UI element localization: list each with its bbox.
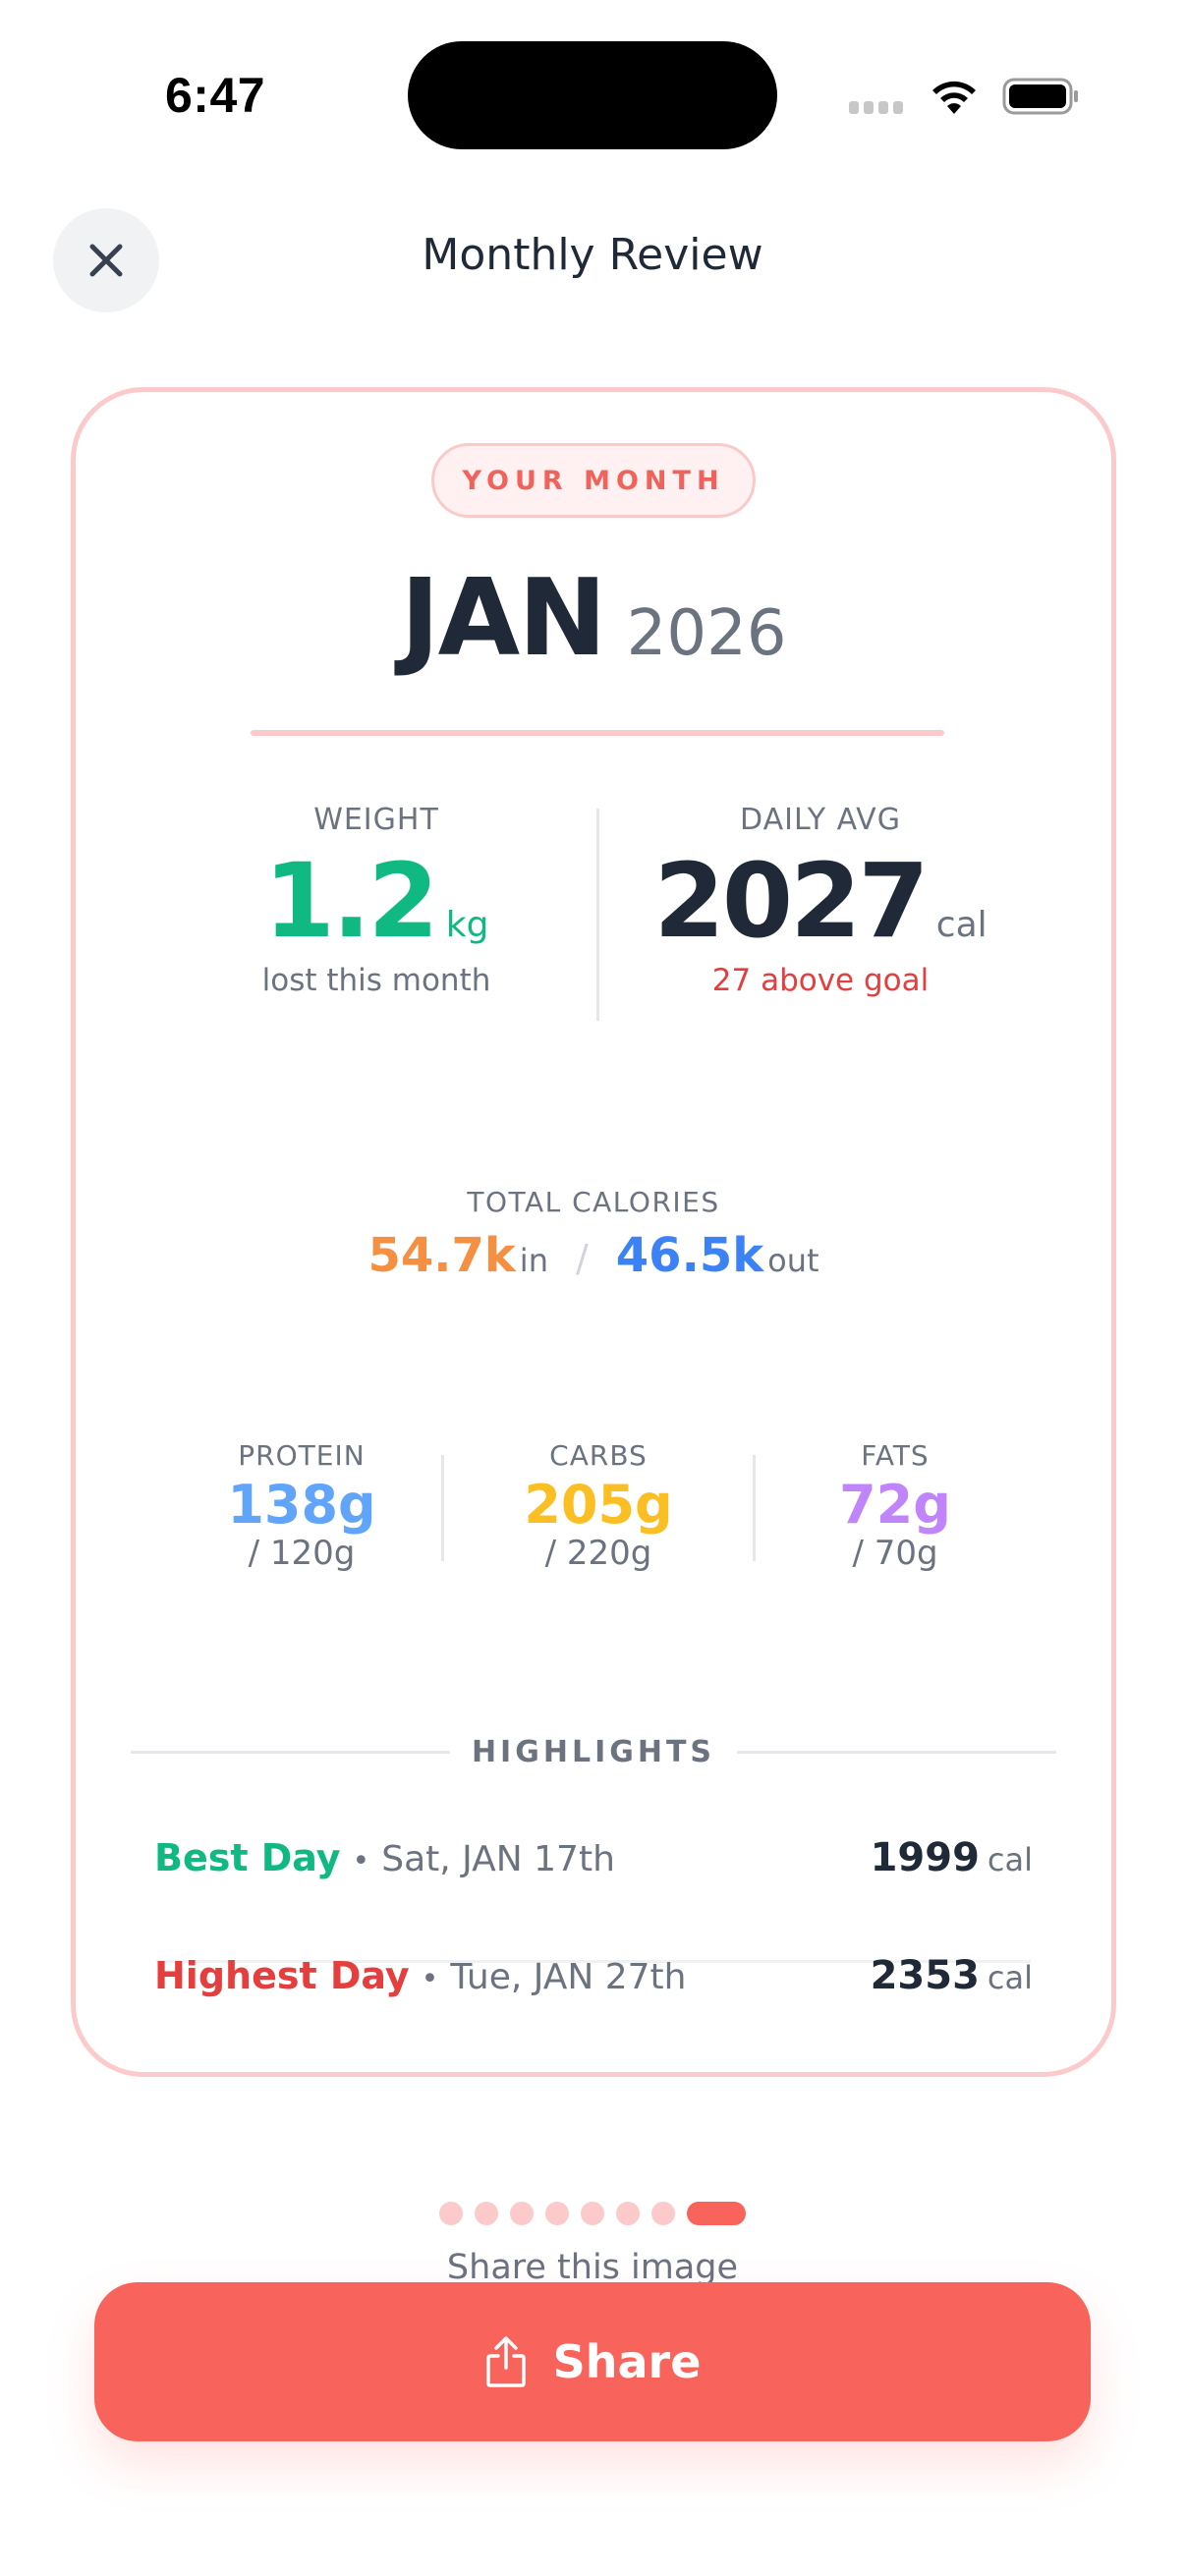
page-dot[interactable] xyxy=(475,2202,498,2225)
highlight-unit: cal xyxy=(987,1841,1033,1878)
macro-goal: / 220g xyxy=(544,1534,652,1574)
share-button[interactable]: Share xyxy=(94,2282,1091,2441)
bullet-separator: • xyxy=(421,1962,439,1996)
page-dot[interactable] xyxy=(651,2202,675,2225)
page-title: Monthly Review xyxy=(422,230,763,280)
page-dot[interactable] xyxy=(510,2202,534,2225)
dynamic-island xyxy=(408,41,777,149)
highlight-best-day: Best Day • Sat, JAN 17th 1999 cal xyxy=(154,1819,1033,1897)
highlight-date: Tue, JAN 27th xyxy=(450,1957,687,1997)
battery-icon xyxy=(1002,78,1078,115)
macro-goal: / 120g xyxy=(248,1534,356,1574)
weight-value: 1.2 xyxy=(263,841,439,961)
status-time: 6:47 xyxy=(165,68,266,123)
summary-stats: WEIGHT 1.2 kg lost this month DAILY AVG … xyxy=(76,803,1111,1019)
macro-divider xyxy=(753,1455,756,1561)
daily-avg-unit: cal xyxy=(935,905,988,945)
weight-stat: WEIGHT 1.2 kg lost this month xyxy=(170,803,583,998)
daily-avg-label: DAILY AVG xyxy=(740,803,901,837)
page-dot-active[interactable] xyxy=(687,2202,746,2225)
cellular-signal-icon xyxy=(849,101,903,114)
macro-label: CARBS xyxy=(549,1439,648,1472)
highlight-highest-day: Highest Day • Tue, JAN 27th 2353 cal xyxy=(154,1936,1033,2015)
highlight-date: Sat, JAN 17th xyxy=(381,1839,615,1879)
accent-divider xyxy=(251,730,944,736)
macro-label: FATS xyxy=(861,1439,930,1472)
total-calories-label: TOTAL CALORIES xyxy=(467,1186,720,1218)
macro-protein: PROTEIN 138g / 120g xyxy=(154,1439,449,1573)
macro-goal: / 70g xyxy=(852,1534,938,1574)
close-button[interactable] xyxy=(53,208,159,312)
highlight-divider xyxy=(156,1960,1031,1963)
daily-avg-value: 2027 xyxy=(653,841,929,961)
macro-value: 72g xyxy=(839,1474,951,1536)
total-calories: TOTAL CALORIES 54.7k in / 46.5k out xyxy=(76,1186,1111,1283)
weight-label: WEIGHT xyxy=(313,803,439,837)
page-dot[interactable] xyxy=(581,2202,604,2225)
calories-in-value: 54.7k xyxy=(367,1228,516,1283)
month-name: JAN xyxy=(400,557,606,680)
calories-out-unit: out xyxy=(767,1242,819,1279)
nav-bar: Monthly Review xyxy=(0,208,1185,312)
calories-in-unit: in xyxy=(519,1242,548,1279)
bullet-separator: • xyxy=(352,1844,370,1878)
highlights-header: HIGHLIGHTS xyxy=(131,1732,1056,1771)
macro-carbs: CARBS 205g / 220g xyxy=(451,1439,746,1573)
year: 2026 xyxy=(626,597,787,670)
close-icon xyxy=(89,244,123,277)
highlight-unit: cal xyxy=(987,1959,1033,1996)
your-month-badge: YOUR MONTH xyxy=(431,443,756,518)
highlight-name: Highest Day xyxy=(154,1954,410,1997)
macro-value: 138g xyxy=(227,1474,376,1536)
weight-unit: kg xyxy=(445,905,489,945)
macros: PROTEIN 138g / 120g CARBS 205g / 220g FA… xyxy=(76,1439,1111,1587)
month-heading: JAN 2026 xyxy=(76,557,1111,680)
share-hint: Share this image xyxy=(446,2248,739,2287)
share-label: Share xyxy=(552,2335,702,2388)
macro-fats: FATS 72g / 70g xyxy=(748,1439,1043,1573)
page-dot[interactable] xyxy=(545,2202,569,2225)
daily-avg-sub: 27 above goal xyxy=(711,963,930,999)
highlight-calories: 2353 xyxy=(870,1953,980,1998)
macro-value: 205g xyxy=(524,1474,673,1536)
monthly-review-card: YOUR MONTH JAN 2026 WEIGHT 1.2 kg lost t… xyxy=(71,387,1116,2077)
totals-separator: / xyxy=(575,1237,589,1280)
highlight-name: Best Day xyxy=(154,1836,341,1879)
macro-label: PROTEIN xyxy=(238,1439,366,1472)
wifi-icon xyxy=(932,81,976,114)
highlight-calories: 1999 xyxy=(870,1835,980,1880)
page-dot[interactable] xyxy=(616,2202,640,2225)
macro-divider xyxy=(441,1455,444,1561)
status-bar: 6:47 xyxy=(0,0,1185,187)
share-icon xyxy=(485,2336,526,2387)
weight-sub: lost this month xyxy=(261,963,491,999)
page-indicator xyxy=(0,2202,1185,2225)
page-dot[interactable] xyxy=(439,2202,463,2225)
calories-out-value: 46.5k xyxy=(615,1228,764,1283)
highlights-title: HIGHLIGHTS xyxy=(471,1734,716,1769)
stats-divider xyxy=(596,809,599,1021)
daily-avg-stat: DAILY AVG 2027 cal 27 above goal xyxy=(614,803,1027,998)
